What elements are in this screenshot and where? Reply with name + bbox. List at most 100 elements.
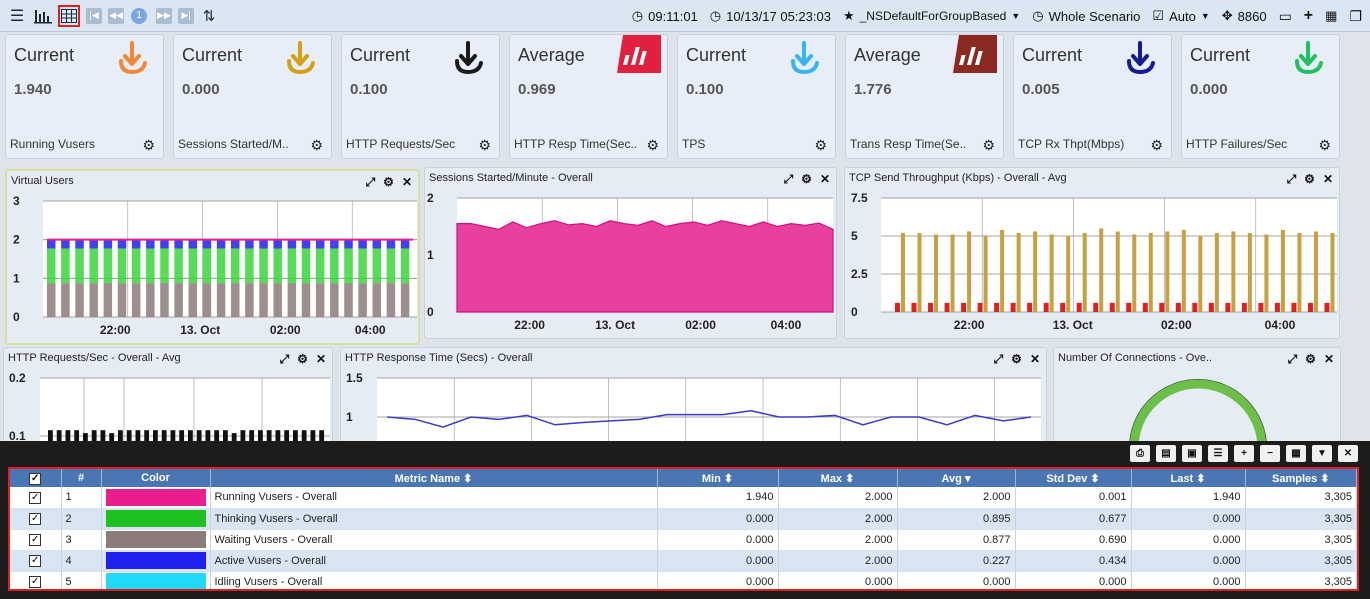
col-metric-name[interactable]: Metric Name ⬍ xyxy=(210,469,658,487)
col-number[interactable]: # xyxy=(61,469,102,487)
gear-icon[interactable]: ⚙ xyxy=(646,137,659,153)
table-row[interactable]: ✓ 4 Active Vusers - Overall 0.000 2.000 0.227… xyxy=(10,550,1357,572)
filter-icon[interactable]: ▼ xyxy=(1312,445,1332,462)
gear-icon[interactable]: ⚙ xyxy=(801,172,812,186)
col-color[interactable]: Color xyxy=(101,469,211,487)
page-number[interactable]: 1 xyxy=(131,7,147,24)
gear-icon[interactable]: ⚙ xyxy=(478,137,491,153)
gear-icon[interactable]: ⚙ xyxy=(297,352,308,366)
close-icon[interactable]: ✕ xyxy=(1323,352,1334,366)
card-icon[interactable]: ▭ xyxy=(1278,7,1292,24)
gear-icon[interactable]: ⚙ xyxy=(1304,172,1315,186)
menu-icon[interactable]: ☰ xyxy=(9,7,25,25)
tcp-send-panel[interactable]: TCP Send Throughput (Kbps) - Overall - A… xyxy=(844,167,1340,339)
col-min[interactable]: Min ⬍ xyxy=(657,469,779,487)
minus-icon[interactable]: − xyxy=(1260,445,1280,462)
expand-icon[interactable]: ⤢ xyxy=(1287,352,1298,366)
gear-icon[interactable]: ⚙ xyxy=(310,137,323,153)
row-color[interactable] xyxy=(101,529,211,551)
table-row[interactable]: ✓ 1 Running Vusers - Overall 1.940 2.000 2.00… xyxy=(10,487,1357,509)
qr-icon[interactable]: ▦ xyxy=(1325,8,1338,23)
checkbox[interactable]: ✓ xyxy=(29,513,42,525)
next-page-icon[interactable]: ▶▶ xyxy=(156,7,172,24)
col-max[interactable]: Max ⬍ xyxy=(778,469,898,487)
window-icon[interactable]: ❐ xyxy=(1349,7,1362,24)
last-page-icon[interactable]: ▶| xyxy=(178,7,194,24)
checkbox[interactable]: ✓ xyxy=(29,576,42,588)
row-checkbox-cell[interactable]: ✓ xyxy=(10,550,62,572)
sessions-panel[interactable]: Sessions Started/Minute - Overall ⤢ ⚙ ✕ 0 1… xyxy=(424,167,837,339)
table-row[interactable]: ✓ 3 Waiting Vusers - Overall 0.000 2.000 0.87… xyxy=(10,529,1357,551)
table-row[interactable]: ✓ 5 Idling Vusers - Overall 0.000 0.000 0.000… xyxy=(10,571,1357,589)
close-icon[interactable]: ✕ xyxy=(315,352,326,366)
sort-icon[interactable]: ⇅ xyxy=(202,7,216,25)
expand-icon[interactable]: ⤢ xyxy=(279,352,290,366)
scenario-selector[interactable]: ◷ Whole Scenario xyxy=(1032,8,1140,24)
select-all-checkbox[interactable]: ✓ xyxy=(10,469,62,487)
close-icon[interactable]: ✕ xyxy=(401,175,412,189)
http-requests-panel[interactable]: HTTP Requests/Sec - Overall - Avg ⤢ ⚙ ✕ 0.… xyxy=(3,347,333,447)
gear-icon[interactable]: ⚙ xyxy=(1318,137,1331,153)
row-color[interactable] xyxy=(101,550,211,572)
bar-chart-icon[interactable] xyxy=(32,5,54,27)
color-swatch[interactable] xyxy=(105,488,206,506)
expand-icon[interactable]: ⤢ xyxy=(783,172,794,186)
row-checkbox-cell[interactable]: ✓ xyxy=(10,571,62,589)
row-color[interactable] xyxy=(101,571,211,589)
color-swatch[interactable] xyxy=(105,573,206,589)
list-icon[interactable]: ☰ xyxy=(1208,445,1228,462)
row-checkbox-cell[interactable]: ✓ xyxy=(10,508,62,530)
expand-icon[interactable]: ⤢ xyxy=(1286,172,1297,186)
expand-icon[interactable]: ⤢ xyxy=(365,175,376,189)
first-page-icon[interactable]: |◀ xyxy=(86,7,102,24)
plus-icon[interactable]: + xyxy=(1303,7,1314,24)
col-last[interactable]: Last ⬍ xyxy=(1131,469,1246,487)
row-checkbox-cell[interactable]: ✓ xyxy=(10,487,62,509)
virtual-users-panel[interactable]: Virtual Users ⤢ ⚙ ✕ 0 1 2 3 22:00 13. Oct 02:00 0… xyxy=(5,169,420,345)
gear-icon[interactable]: ⚙ xyxy=(982,137,995,153)
checkbox[interactable]: ✓ xyxy=(29,491,42,504)
favorite-dropdown[interactable]: ★ _NSDefaultForGroupBased ▼ xyxy=(843,8,1020,24)
save-icon[interactable]: ▣ xyxy=(1182,445,1202,462)
gear-icon[interactable]: ⚙ xyxy=(383,175,394,189)
expand-icon[interactable]: ⤢ xyxy=(993,352,1004,366)
port-indicator[interactable]: ✥ 8860 xyxy=(1222,8,1267,24)
table-row[interactable]: ✓ 2 Thinking Vusers - Overall 0.000 2.000 0.8… xyxy=(10,508,1357,530)
gear-icon[interactable]: ⚙ xyxy=(1150,137,1163,153)
plus-icon[interactable]: + xyxy=(1234,445,1254,462)
metric-card[interactable]: Average 1.776 Trans Resp Time(Se.. ⚙ xyxy=(845,34,1004,159)
col-samples[interactable]: Samples ⬍ xyxy=(1245,469,1357,487)
color-swatch[interactable] xyxy=(105,552,206,569)
metric-card[interactable]: Average 0.969 HTTP Resp Time(Sec.. ⚙ xyxy=(509,34,668,159)
gear-icon[interactable]: ⚙ xyxy=(1305,352,1316,366)
col-std-dev[interactable]: Std Dev ⬍ xyxy=(1015,469,1132,487)
gear-icon[interactable]: ⚙ xyxy=(814,137,827,153)
color-swatch[interactable] xyxy=(105,531,206,548)
close-icon[interactable]: ✕ xyxy=(819,172,830,186)
row-checkbox-cell[interactable]: ✓ xyxy=(10,529,62,551)
gear-icon[interactable]: ⚙ xyxy=(1011,352,1022,366)
grid-icon[interactable]: ▦ xyxy=(1286,445,1306,462)
metric-card[interactable]: Current 0.100 TPS ⚙ xyxy=(677,34,836,159)
checkbox[interactable]: ✓ xyxy=(29,555,42,567)
metric-card[interactable]: Current 0.000 HTTP Failures/Sec ⚙ xyxy=(1181,34,1340,159)
checkbox[interactable]: ✓ xyxy=(29,472,42,485)
pdf-export-icon[interactable]: ⎙ xyxy=(1130,445,1150,462)
checkbox[interactable]: ✓ xyxy=(29,534,42,546)
close-icon[interactable]: ✕ xyxy=(1029,352,1040,366)
http-response-panel[interactable]: HTTP Response Time (Secs) - Overall ⤢ ⚙ ✕ … xyxy=(340,347,1047,447)
color-swatch[interactable] xyxy=(105,510,206,527)
metric-card[interactable]: Current 0.000 Sessions Started/M.. ⚙ xyxy=(173,34,332,159)
metric-card[interactable]: Current 0.100 HTTP Requests/Sec ⚙ xyxy=(341,34,500,159)
connections-panel[interactable]: Number Of Connections - Ove.. ⤢ ⚙ ✕ xyxy=(1053,347,1341,447)
metric-card[interactable]: Current 1.940 Running Vusers ⚙ xyxy=(5,34,164,159)
prev-page-icon[interactable]: ◀◀ xyxy=(108,7,124,24)
row-color[interactable] xyxy=(101,508,211,530)
col-avg[interactable]: Avg ▾ xyxy=(897,469,1016,487)
doc-export-icon[interactable]: ▤ xyxy=(1156,445,1176,462)
row-color[interactable] xyxy=(101,487,211,509)
gear-icon[interactable]: ⚙ xyxy=(142,137,155,153)
close-icon[interactable]: ✕ xyxy=(1338,445,1358,462)
close-icon[interactable]: ✕ xyxy=(1322,172,1333,186)
auto-dropdown[interactable]: ☑ Auto ▼ xyxy=(1152,8,1209,24)
